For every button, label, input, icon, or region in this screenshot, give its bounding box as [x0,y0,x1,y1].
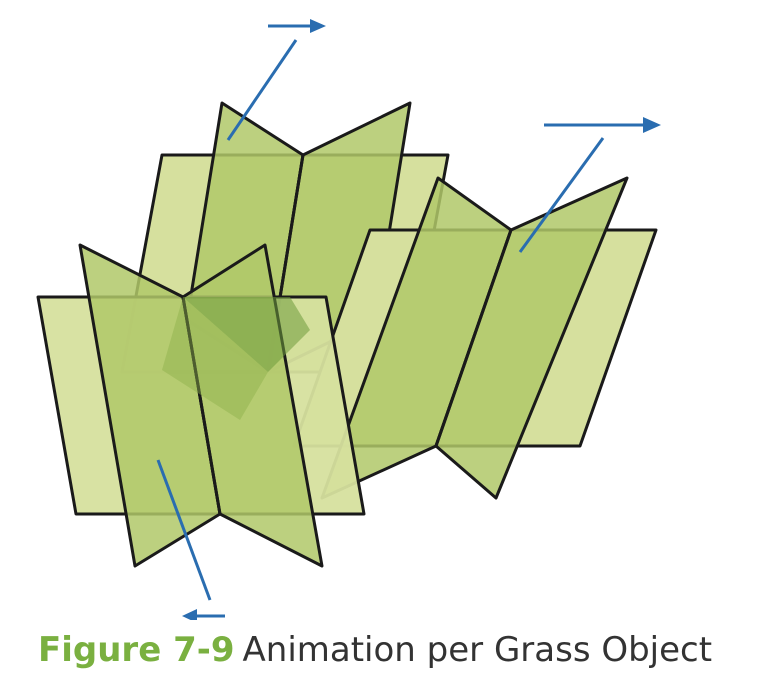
figure-caption-label: Figure 7-9 [38,630,235,670]
grass-blade-c-ridge [181,296,222,515]
overlap-region [183,297,310,372]
grass-blade-b-ridge [434,229,513,447]
grass-diagram-svg [36,19,661,620]
figure-caption: Figure 7-9 Animation per Grass Object [38,628,712,672]
wind-arrow-right [518,117,661,253]
grass-object-b [292,176,658,500]
wind-arrow-bottom [156,459,225,620]
overlap-region [162,297,268,420]
figure-caption-text: Animation per Grass Object [242,630,713,670]
wind-arrow-top [226,19,326,141]
grass-diagram [36,19,661,620]
